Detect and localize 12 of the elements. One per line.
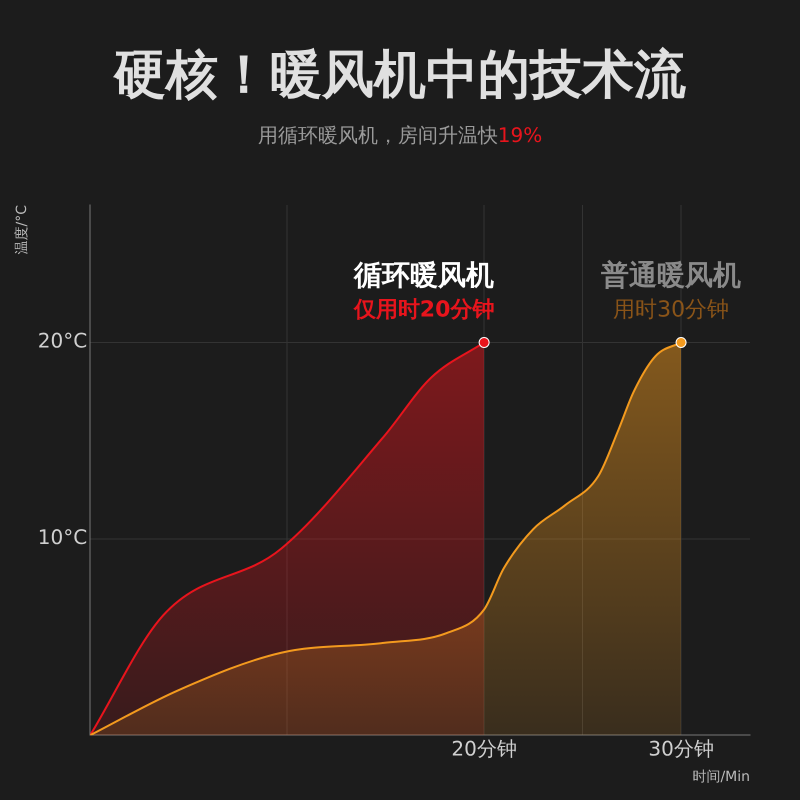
text: 普通暖风机 [600,258,742,292]
x-tick-label: 20分钟 [451,736,517,760]
y-axis-title: 温度/°C [14,204,30,254]
x-tick-label: 30分钟 [648,736,714,760]
series-label: 循环暖风机 [353,258,494,292]
y-tick-label: 10°C [38,525,88,550]
annotation: 仅用时20分钟 [352,297,494,322]
annotation: 用时30分钟 [613,297,730,322]
chart-subtitle: 用循环暖风机，房间升温快19% [258,123,542,147]
y-tick-label: 20°C [38,328,88,353]
chart-title: 硬核！暖风机中的技术流 [112,44,687,107]
x-axis-title: 时间/Min [692,769,750,786]
